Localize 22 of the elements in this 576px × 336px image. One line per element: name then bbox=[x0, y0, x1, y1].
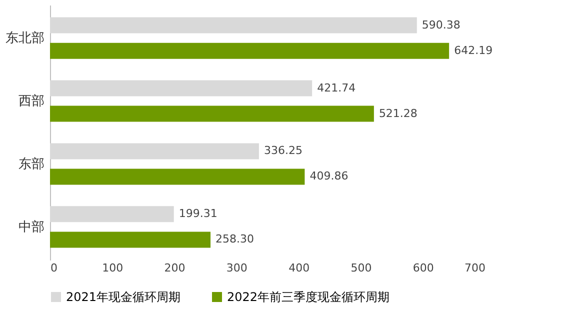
y-tick-label: 东北部 bbox=[6, 31, 44, 46]
x-tick-label: 100 bbox=[102, 262, 124, 274]
y-tick-label: 中部 bbox=[18, 220, 44, 235]
data-label: 199.31 bbox=[178, 207, 218, 220]
x-tick-label: 0 bbox=[50, 262, 58, 274]
legend-label: 2021年现金循环周期 bbox=[66, 290, 181, 304]
data-label: 336.25 bbox=[264, 144, 302, 158]
data-label: 409.86 bbox=[310, 170, 348, 183]
data-label: 521.28 bbox=[378, 106, 418, 120]
x-tick-label: 300 bbox=[226, 262, 248, 274]
data-label: 642.19 bbox=[454, 44, 493, 57]
x-tick-label: 200 bbox=[164, 262, 186, 274]
data-label: 258.30 bbox=[216, 232, 254, 246]
x-tick-label: 600 bbox=[412, 262, 434, 274]
x-tick-label: 700 bbox=[464, 262, 486, 274]
y-tick-label: 东部 bbox=[18, 156, 44, 172]
x-tick-label: 400 bbox=[288, 262, 310, 274]
legend-label: 2022年前三季度现金循环周期 bbox=[227, 290, 390, 304]
data-label: 590.38 bbox=[422, 18, 460, 32]
x-tick-label: 500 bbox=[350, 262, 372, 274]
data-label: 421.74 bbox=[317, 81, 356, 94]
y-tick-label: 西部 bbox=[18, 94, 44, 110]
